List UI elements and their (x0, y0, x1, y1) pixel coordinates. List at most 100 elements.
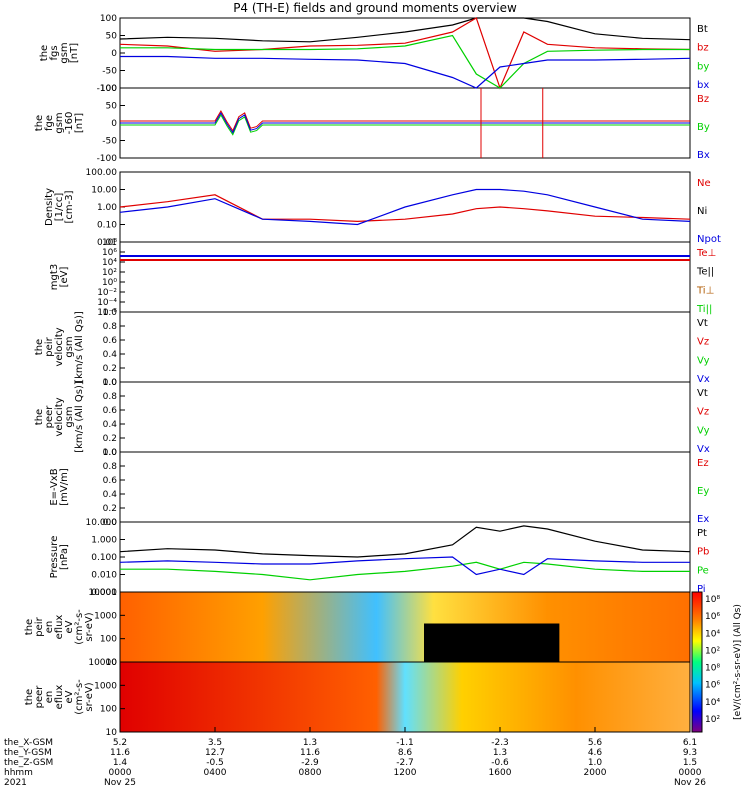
legend-item: Ti⊥ (696, 285, 714, 296)
spectrogram-peir (120, 592, 690, 662)
ytick-label: 0.4 (103, 420, 118, 430)
xtick-label: 0800 (299, 768, 322, 778)
ytick-label: 0.001 (91, 588, 117, 598)
series-bx (120, 55, 691, 89)
ytick-label: 0.4 (103, 490, 118, 500)
panel-frame-peer_vel (119, 381, 691, 453)
ylabel-density: [cm-3] (64, 190, 75, 223)
legend-item: Bz (697, 94, 709, 105)
ylabel-peir_spec: eflux (54, 615, 65, 640)
chart-title: P4 (TH-E) fields and ground moments over… (233, 1, 517, 15)
xtick-label: 5.2 (113, 738, 127, 748)
ylabel-fge: the (34, 115, 45, 131)
xtick-label: 1.5 (683, 758, 697, 768)
xtick-label: 1600 (489, 768, 512, 778)
ytick-label: -50 (102, 67, 117, 77)
ytick-label: 100 (100, 635, 117, 645)
legend-item: Ne (697, 178, 711, 189)
xtick-label: 6.1 (683, 738, 697, 748)
ylabel-fge: gsm (54, 112, 65, 133)
ytick-label: 1.0 (103, 378, 118, 388)
ylabel-density: [1/cc] (54, 193, 65, 222)
legend-item: Te|| (696, 267, 714, 278)
colorbar-label: [eV/(cm²-s-sr-eV)] (All Qs) (733, 604, 743, 720)
legend-item: Vt (697, 318, 708, 329)
ytick-label: 10⁰ (102, 278, 117, 288)
ytick-label: 0.8 (103, 322, 118, 332)
ytick-label: 0.010 (91, 571, 117, 581)
xtick-label: 1.3 (303, 738, 317, 748)
ytick-label: 0 (111, 119, 117, 129)
ylabel-peir_vel: velocity (54, 327, 65, 366)
ytick-label: 100 (100, 84, 117, 94)
colorbar-tick: 10⁴ (705, 698, 720, 708)
ylabel-peir_vel: the (34, 339, 45, 355)
series-fge (120, 109, 690, 132)
ytick-label: 0.6 (103, 406, 118, 416)
xtick-label: 0000 (679, 768, 702, 778)
ytick-label: 10⁴ (102, 258, 117, 268)
ylabel-density: Density (44, 188, 55, 226)
xtick-label: 2000 (584, 768, 607, 778)
ylabel-peer_spec: en (44, 691, 55, 704)
ytick-label: 0.0 (103, 378, 118, 388)
ylabel-fge: -160 (64, 112, 75, 135)
colorbar-tick: 10⁸ (705, 595, 720, 605)
xtick-label: -0.6 (491, 758, 509, 768)
ylabel-peer_vel: velocity (54, 397, 65, 436)
ylabel-peer_vel: gsm (64, 406, 75, 427)
xtick-label: 3.5 (208, 738, 222, 748)
ylabel-peir_vel: [km/s (All Qs)] (74, 311, 85, 383)
ytick-label: 0.2 (103, 504, 117, 514)
ytick-label: 0.6 (103, 476, 118, 486)
xtick-label: Nov 25 (104, 778, 136, 788)
ytick-label: 1000 (94, 681, 117, 691)
xtick-label: 1200 (394, 768, 417, 778)
ylabel-efield: [mV/m] (59, 468, 70, 506)
ytick-label: 0.0 (103, 448, 118, 458)
ylabel-peer_vel: peer (44, 405, 55, 429)
xtick-label: 8.6 (398, 748, 413, 758)
ylabel-peer_spec: the (24, 689, 35, 705)
xaxis-row-label: the_X-GSM (4, 738, 53, 748)
legend-item: bx (697, 80, 709, 91)
ylabel-temp: mgt3 (49, 264, 60, 290)
ylabel-fge: fge (44, 115, 55, 131)
ytick-label: 1000 (94, 611, 117, 621)
ytick-label: -100 (97, 84, 118, 94)
xaxis-row-label: the_Z-GSM (4, 758, 53, 768)
colorbar-tick: 10⁸ (705, 664, 720, 674)
ytick-label: 0 (111, 49, 117, 59)
ytick-label: 10⁻⁶ (97, 308, 117, 318)
ylabel-peir_vel: peir (44, 336, 55, 356)
series-Pe (120, 561, 690, 581)
xtick-label: 1.4 (113, 758, 128, 768)
legend-item: Ex (697, 514, 709, 525)
ytick-label: 10⁸ (102, 238, 117, 248)
series-Pt (119, 525, 691, 558)
ytick-label: 0.8 (103, 462, 118, 472)
ylabel-temp: [eV] (59, 267, 70, 288)
spectrogram-peer (120, 662, 690, 732)
ylabel-fgs: [nT] (69, 43, 80, 63)
panel-frame-pressure (119, 521, 691, 593)
ytick-label: 0.4 (103, 350, 118, 360)
colorbar-tick: 10⁴ (705, 629, 720, 639)
ylabel-peer_spec: eV (64, 690, 75, 703)
ytick-label: 0.6 (103, 336, 118, 346)
xtick-label: 4.6 (588, 748, 603, 758)
xtick-label: 1.0 (588, 758, 603, 768)
xtick-label: 0400 (204, 768, 227, 778)
xtick-label: 12.7 (205, 748, 225, 758)
series-by (120, 34, 690, 89)
xtick-label: -2.3 (491, 738, 509, 748)
ytick-label: 10.000 (86, 518, 118, 528)
legend-item: Vx (697, 444, 710, 455)
ylabel-fgs: fgs (49, 45, 60, 60)
legend-item: Bx (697, 150, 710, 161)
legend-item: Vt (697, 388, 708, 399)
ytick-label: 10 (106, 728, 118, 738)
ytick-label: 100 (100, 705, 117, 715)
ytick-label: 0.2 (103, 364, 117, 374)
xtick-label: -2.7 (396, 758, 414, 768)
